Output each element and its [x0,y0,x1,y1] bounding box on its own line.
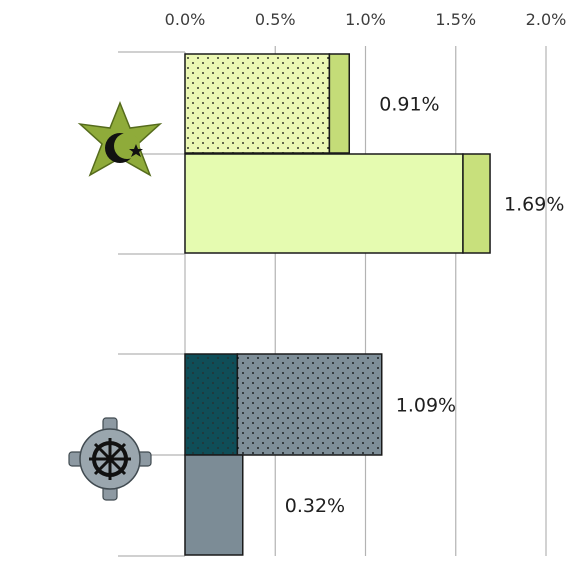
x-tick-label: 2.0% [526,10,567,29]
bar-segment [184,454,244,556]
bar-segment [184,153,464,254]
dharma-wheel-icon [68,417,152,501]
data-label: 0.32% [285,495,345,517]
bar-segment-pattern [237,354,382,455]
x-tick-label: 0.5% [255,10,296,29]
data-label: 0.91% [379,94,439,116]
x-tick-label: 1.0% [345,10,386,29]
bar-segment [328,53,351,154]
gridlines [274,46,547,556]
data-label: 1.69% [504,194,564,216]
x-tick-label: 1.5% [435,10,476,29]
x-axis-ticks: 0.0% 0.5% 1.0% 1.5% 2.0% [165,10,567,29]
star-crescent-icon [77,100,163,177]
bar-segment-pattern [185,354,238,455]
x-tick-label: 0.0% [165,10,206,29]
data-labels: 0.91% 1.69% 1.09% 0.32% [285,94,565,518]
bar-segment [462,153,491,254]
bar-segment-pattern [185,54,330,153]
data-label: 1.09% [396,395,456,417]
bars [184,53,491,556]
